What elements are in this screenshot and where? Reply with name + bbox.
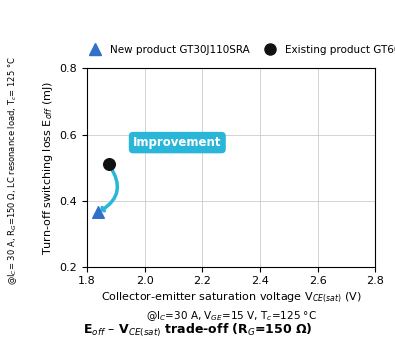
Y-axis label: Turn-off switching loss E$_{off}$ (mJ): Turn-off switching loss E$_{off}$ (mJ) — [41, 81, 55, 254]
Text: Improvement: Improvement — [133, 136, 222, 149]
FancyArrowPatch shape — [102, 167, 117, 211]
Text: @I$_C$=30 A, V$_{GE}$=15 V, T$_c$=125 °C: @I$_C$=30 A, V$_{GE}$=15 V, T$_c$=125 °C — [146, 310, 316, 323]
Text: @I$_C$= 30 A, R$_G$=150 Ω, LC resonance load, T$_c$= 125 °C: @I$_C$= 30 A, R$_G$=150 Ω, LC resonance … — [6, 57, 19, 285]
Point — [95, 209, 102, 215]
Point — [105, 161, 112, 167]
Legend: New product GT30J110SRA, Existing product GT60PR21: New product GT30J110SRA, Existing produc… — [81, 41, 395, 59]
Text: E$_{off}$ – V$_{CE(sat)}$ trade-off (R$_G$=150 Ω): E$_{off}$ – V$_{CE(sat)}$ trade-off (R$_… — [83, 321, 312, 339]
X-axis label: Collector-emitter saturation voltage V$_{CE(sat)}$ (V): Collector-emitter saturation voltage V$_… — [101, 291, 361, 305]
